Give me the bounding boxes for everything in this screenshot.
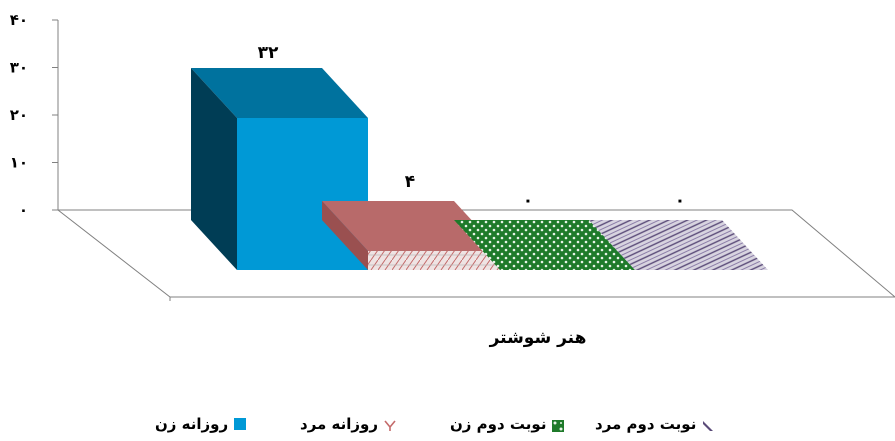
bar-side — [191, 68, 237, 270]
series-4-swatch-icon — [702, 418, 714, 431]
legend-item-series-4: نوبت دوم مرد — [595, 412, 714, 436]
series-1-swatch-icon — [234, 418, 247, 430]
legend-item-series-1: روزانه زن — [155, 412, 247, 436]
y-tick-label: ۴۰ — [10, 11, 28, 29]
legend: روزانه زن روزانه مرد نوبت دوم زن نوبت دو… — [0, 412, 895, 436]
bars — [191, 68, 768, 270]
legend-label-series-2: روزانه مرد — [300, 415, 379, 433]
bar-top — [191, 68, 368, 118]
y-tick-label: ۳۰ — [10, 59, 28, 77]
legend-item-series-3: نوبت دوم زن — [450, 412, 565, 436]
bar-series-3 — [454, 220, 635, 270]
bar-top — [322, 201, 500, 251]
y-tick-label: ۰ — [19, 201, 28, 219]
y-axis-ticks: ۰ ۱۰ ۲۰ ۳۰ ۴۰ — [10, 11, 58, 219]
data-label-series-2: ۴ — [405, 172, 415, 192]
bar-front — [368, 251, 500, 270]
data-label-series-3: ۰ — [523, 191, 533, 211]
legend-label-series-3: نوبت دوم زن — [450, 415, 547, 433]
data-label-series-4: ۰ — [675, 191, 685, 211]
bar-flat — [589, 220, 768, 270]
legend-label-series-1: روزانه زن — [155, 415, 229, 433]
y-tick-label: ۲۰ — [10, 106, 28, 124]
series-3-swatch-icon — [552, 418, 565, 432]
bar-series-1 — [191, 68, 368, 270]
data-labels: ۳۲ ۴ ۰ ۰ — [258, 43, 686, 211]
x-axis-category-label: هنر شوشتر — [489, 328, 587, 348]
series-2-swatch-icon — [384, 418, 396, 431]
bar-side — [322, 201, 368, 270]
bar-series-4 — [589, 220, 768, 270]
y-tick-label: ۱۰ — [10, 154, 28, 172]
bar-flat — [454, 220, 635, 270]
legend-item-series-2: روزانه مرد — [300, 412, 396, 436]
data-label-series-1: ۳۲ — [258, 43, 279, 63]
bar-series-2 — [322, 201, 500, 270]
legend-label-series-4: نوبت دوم مرد — [595, 415, 697, 433]
